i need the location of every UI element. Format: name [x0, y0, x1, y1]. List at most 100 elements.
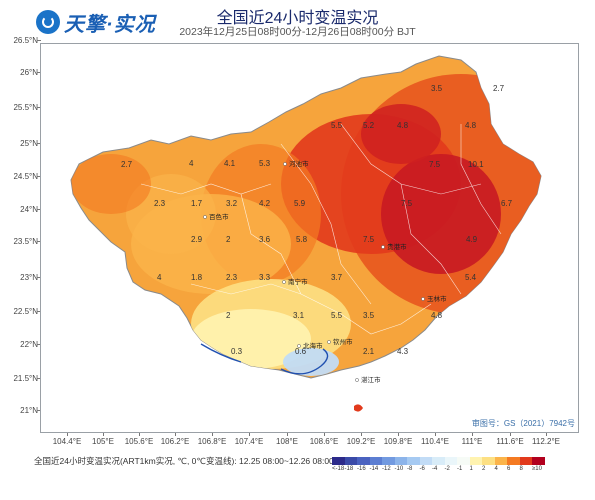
longitude-tick — [546, 432, 547, 436]
longitude-tick — [287, 432, 288, 436]
longitude-tick — [212, 432, 213, 436]
city-label: 湛江市 — [361, 375, 381, 384]
longitude-label: 104.4°E — [52, 437, 82, 446]
legend-label: 8 — [519, 466, 523, 472]
zero-isotherm-line — [200, 343, 329, 375]
latitude-tick — [37, 378, 41, 379]
latitude-tick — [37, 410, 41, 411]
latitude-label: 25.5°N — [13, 103, 38, 112]
temperature-change-value: 3.5 — [431, 84, 443, 93]
temperature-change-value: 2.7 — [121, 160, 133, 169]
legend-label: -18 — [344, 466, 354, 472]
longitude-label: 105°E — [92, 437, 114, 446]
longitude-label: 107.4°E — [234, 437, 264, 446]
city-marker — [355, 378, 359, 382]
longitude-tick — [175, 432, 176, 436]
latitude-tick — [37, 72, 41, 73]
temperature-change-value: 4.8 — [465, 121, 477, 130]
legend-swatch — [432, 457, 445, 465]
temperature-change-value: 2.7 — [493, 84, 505, 93]
legend-label: -16 — [357, 466, 366, 472]
temperature-change-value: 3.1 — [293, 311, 305, 320]
temperature-change-value: 7.5 — [429, 160, 441, 169]
legend-swatch — [519, 457, 532, 465]
legend-swatch — [344, 457, 357, 465]
temperature-change-value: 5.8 — [296, 235, 308, 244]
temperature-change-value: 10.1 — [468, 160, 484, 169]
temperature-change-map: 2.7 4 4.1 5.3 3.5 2.7 5.5 5.2 4.8 4.8 7.5 10.1 2.3 1.… — [70, 55, 542, 412]
legend-label: 4 — [494, 466, 498, 472]
legend-labels: <-18 -18 -16 -14 -12 -10 -8 -6 -4 -2 -1 1 2 4 6 8 ≥10 — [332, 466, 545, 472]
latitude-label: 26.5°N — [13, 36, 38, 45]
longitude-tick — [472, 432, 473, 436]
temperature-change-value: 3.3 — [259, 273, 271, 282]
temperature-change-value: 1.7 — [191, 199, 203, 208]
longitude-label: 108°E — [276, 437, 298, 446]
logo-icon — [36, 10, 60, 34]
temperature-change-value: 3.5 — [363, 311, 375, 320]
city-marker — [297, 344, 301, 348]
city-marker — [282, 280, 286, 284]
city-label: 百色市 — [209, 212, 229, 221]
temperature-change-value: 5.2 — [363, 121, 375, 130]
legend-label: 6 — [507, 466, 511, 472]
longitude-label: 110.4°E — [421, 437, 449, 446]
latitude-label: 23°N — [20, 273, 38, 282]
latitude-tick — [37, 176, 41, 177]
city-marker — [283, 162, 287, 166]
longitude-tick — [435, 432, 436, 436]
legend-label: -8 — [407, 466, 413, 472]
legend-label: -1 — [457, 466, 463, 472]
legend-swatch — [444, 457, 457, 465]
latitude-label: 26°N — [20, 68, 38, 77]
latitude-tick — [37, 311, 41, 312]
temperature-change-value: 4.9 — [466, 235, 478, 244]
longitude-label: 109.2°E — [346, 437, 376, 446]
county-boundaries — [140, 123, 502, 335]
temperature-change-value: 7.5 — [401, 199, 413, 208]
temperature-change-value: 5.5 — [331, 311, 343, 320]
latitude-label: 22.5°N — [13, 307, 38, 316]
color-legend — [332, 457, 545, 465]
temperature-change-value: 3.6 — [259, 235, 271, 244]
legend-caption: 全国近24小时变温实况(ART1km实况, ℃, 0℃变温线): 12.25 0… — [34, 456, 334, 466]
legend-swatch — [457, 457, 470, 465]
city-label: 玉林市 — [427, 294, 447, 303]
legend-label: -6 — [419, 466, 425, 472]
city-label: 钦州市 — [333, 337, 353, 346]
temperature-change-value: 4.8 — [431, 311, 443, 320]
legend-label: -14 — [369, 466, 379, 472]
temperature-change-value: 2.3 — [154, 199, 166, 208]
longitude-tick — [249, 432, 250, 436]
logo: 天擎·实况 — [36, 8, 156, 36]
temperature-change-value: 3.2 — [226, 199, 238, 208]
latitude-label: 24.5°N — [13, 172, 38, 181]
legend-swatch — [482, 457, 495, 465]
latitude-tick — [37, 344, 41, 345]
legend-label: -12 — [382, 466, 391, 472]
legend-swatch — [469, 457, 482, 465]
city-label: 贵港市 — [387, 242, 407, 251]
longitude-label: 112.2°E — [532, 437, 560, 446]
legend-label: -4 — [432, 466, 438, 472]
latitude-label: 24°N — [20, 205, 38, 214]
temperature-change-value: 4.8 — [397, 121, 409, 130]
longitude-tick — [361, 432, 362, 436]
legend-swatch — [394, 457, 407, 465]
longitude-label: 106.8°E — [197, 437, 227, 446]
legend-label: -2 — [444, 466, 450, 472]
longitude-label: 105.6°E — [124, 437, 154, 446]
temperature-change-value: 4.1 — [224, 159, 236, 168]
legend-swatch — [507, 457, 520, 465]
temperature-change-value: 3.7 — [331, 273, 343, 282]
temperature-change-value: 2 — [226, 311, 231, 320]
latitude-tick — [37, 277, 41, 278]
temperature-change-value: 5.4 — [465, 273, 477, 282]
legend-swatch — [494, 457, 507, 465]
city-label: 南宁市 — [288, 277, 308, 286]
temperature-change-value: 2.3 — [226, 273, 238, 282]
temperature-change-value: 0.3 — [231, 347, 243, 356]
longitude-tick — [67, 432, 68, 436]
latitude-label: 25°N — [20, 139, 38, 148]
temperature-change-value: 5.9 — [294, 199, 306, 208]
